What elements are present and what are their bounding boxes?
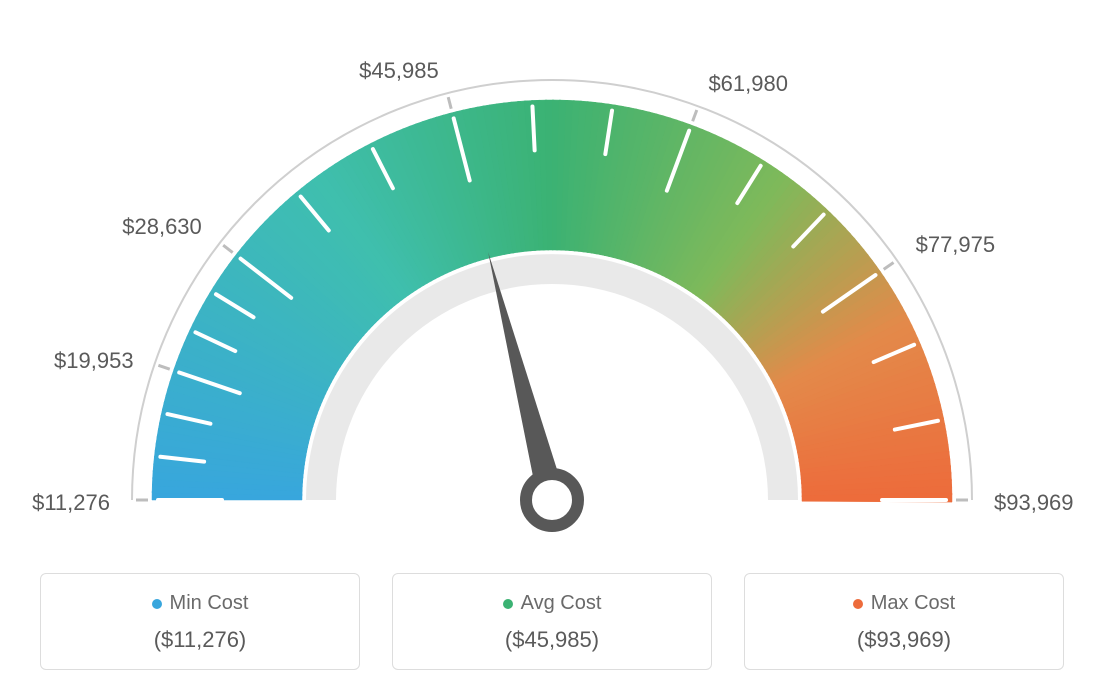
legend-title-min-text: Min Cost <box>170 592 249 615</box>
legend-value-min: ($11,276) <box>41 627 359 653</box>
legend-value-avg: ($45,985) <box>393 627 711 653</box>
gauge-tick-label: $28,630 <box>122 214 202 240</box>
legend-card-max: Max Cost ($93,969) <box>744 573 1064 670</box>
gauge-tick-label: $93,969 <box>994 490 1074 516</box>
legend-title-min: Min Cost <box>152 592 249 615</box>
legend-card-avg: Avg Cost ($45,985) <box>392 573 712 670</box>
legend-dot-min <box>152 599 162 609</box>
gauge-chart: $11,276 $19,953 $28,630 $45,985 $61,980 $77,9… <box>0 0 1104 550</box>
legend-row: Min Cost ($11,276) Avg Cost ($45,985) Ma… <box>0 573 1104 670</box>
legend-title-max: Max Cost <box>853 592 955 615</box>
legend-title-max-text: Max Cost <box>871 592 955 615</box>
legend-title-avg-text: Avg Cost <box>521 592 602 615</box>
legend-dot-avg <box>503 599 513 609</box>
gauge-svg <box>0 0 1104 560</box>
legend-value-max: ($93,969) <box>745 627 1063 653</box>
gauge-ring <box>152 100 952 502</box>
legend-title-avg: Avg Cost <box>503 592 602 615</box>
legend-card-min: Min Cost ($11,276) <box>40 573 360 670</box>
gauge-tick-label: $11,276 <box>32 490 110 516</box>
gauge-tick-label: $77,975 <box>916 232 996 258</box>
gauge-tick-label: $19,953 <box>54 348 134 374</box>
gauge-tick-label: $61,980 <box>708 71 788 97</box>
gauge-tick-label: $45,985 <box>359 58 439 84</box>
legend-dot-max <box>853 599 863 609</box>
